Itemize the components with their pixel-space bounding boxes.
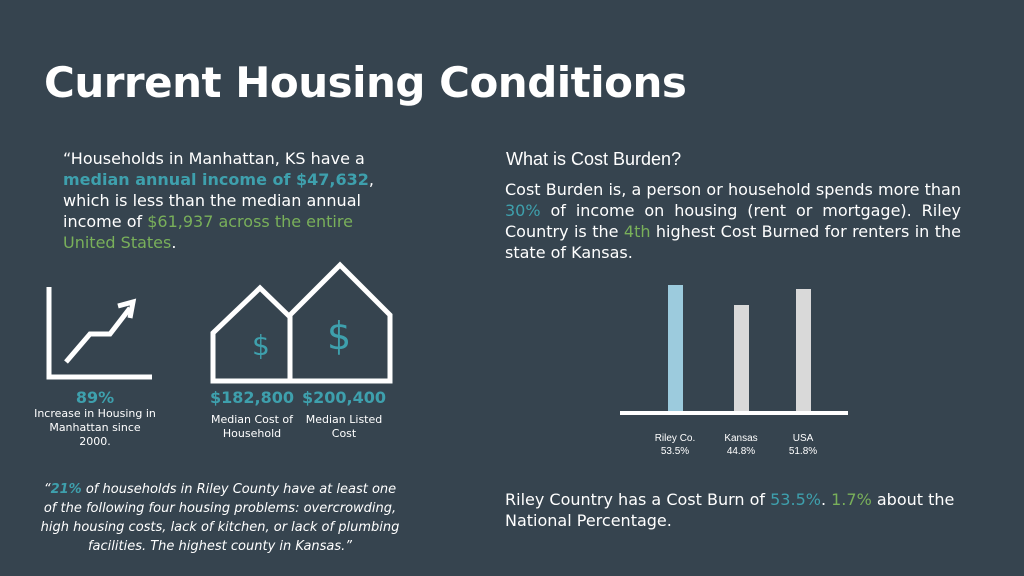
dollar-icon: $ <box>327 314 351 358</box>
median-listed-caption: Median Listed Cost <box>305 413 383 440</box>
quote-text: . <box>171 233 177 252</box>
page-title: Current Housing Conditions <box>44 58 687 107</box>
percent-highlight: 21% <box>50 482 82 497</box>
value-label: 44.8% <box>726 446 756 457</box>
x-label: Kansas 44.8% <box>706 432 776 458</box>
income-quote: “Households in Manhattan, KS have a medi… <box>63 148 393 253</box>
text: of income on housing (rent or mortgage).… <box>505 201 961 241</box>
summary-text: Riley Country has a Cost Burn of 53.5%. … <box>505 489 965 531</box>
cost-burden-chart: Riley Co. 53.5% Kansas 44.8% USA 51.8% <box>600 270 860 470</box>
text: highest Cost Burned for renters in the s… <box>505 222 962 262</box>
text: about the National Percentage. <box>505 490 955 530</box>
housing-problems-quote: “21% of households in Riley County have … <box>40 480 400 556</box>
national-income-highlight: $61,937 across the entire United States <box>63 212 353 252</box>
quote-mark: “ <box>43 482 51 497</box>
growth-caption: Increase in Housing in Manhattan since 2… <box>34 407 156 448</box>
median-listed-stat: $200,400 <box>301 388 386 407</box>
value-label: 53.5% <box>660 446 690 457</box>
text: . <box>820 490 832 509</box>
text: Riley Country has a Cost Burn of <box>505 490 771 509</box>
dollar-icon: $ <box>252 329 270 362</box>
x-axis <box>620 411 848 415</box>
quote-text: “Households in Manhattan, KS have a <box>63 149 365 168</box>
growth-chart-icon <box>46 287 152 380</box>
x-label: Riley Co. 53.5% <box>640 432 710 458</box>
category-label: Kansas <box>724 433 758 444</box>
bar-usa <box>796 289 811 411</box>
highlight: 4th <box>623 222 651 241</box>
houses-icon: $ $ <box>210 261 393 384</box>
local-income-highlight: median annual income of $47,632 <box>63 170 369 189</box>
category-label: Riley Co. <box>654 433 696 444</box>
highlight: 30% <box>505 201 541 220</box>
highlight: 1.7% <box>831 490 872 509</box>
category-label: USA <box>792 433 814 444</box>
median-cost-stat: $182,800 <box>209 388 294 407</box>
cost-burden-text: Cost Burden is, a person or household sp… <box>505 179 961 263</box>
median-cost-caption: Median Cost of Household <box>210 413 294 440</box>
quote-text: of households in Riley County have at le… <box>40 482 400 554</box>
bar-kansas <box>734 305 749 411</box>
text: Cost Burden is, a person or household sp… <box>505 180 961 199</box>
growth-stat: 89% <box>75 388 115 407</box>
x-label: USA 51.8% <box>768 432 838 458</box>
cost-burden-title: What is Cost Burden? <box>506 149 682 169</box>
highlight: 53.5% <box>770 490 821 509</box>
value-label: 51.8% <box>788 446 818 457</box>
bar-rileyco <box>668 285 683 411</box>
quote-text: , which is less than the median annual i… <box>63 170 374 231</box>
